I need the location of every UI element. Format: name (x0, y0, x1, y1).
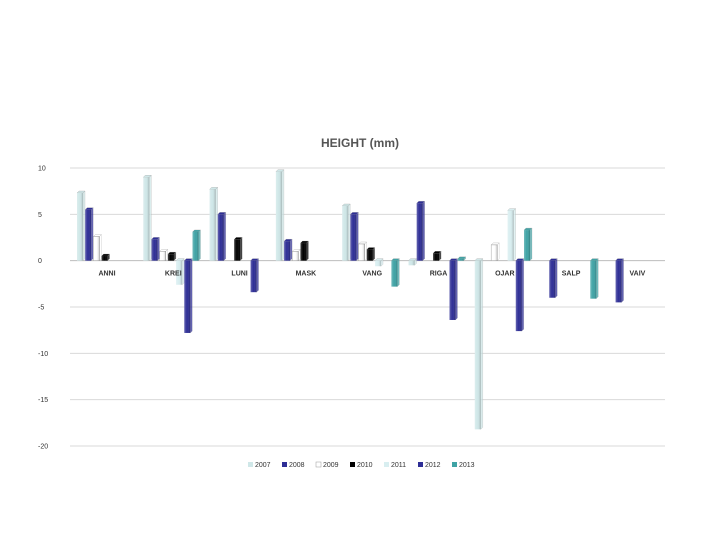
legend-label: 2008 (289, 462, 305, 469)
bar (474, 258, 484, 430)
category-label: OJAR (495, 271, 514, 278)
legend-label: 2012 (425, 462, 441, 469)
legend-entry: 2009 (315, 461, 339, 469)
bar (416, 200, 426, 262)
legend-swatch (248, 462, 253, 467)
y-axis-ticks: 10 5 0 -5 -10 -15 -20 (38, 166, 48, 451)
bar (300, 240, 309, 262)
bar (548, 258, 558, 299)
bar (101, 253, 110, 262)
category-label: VAIV (629, 271, 645, 278)
bar (374, 258, 384, 267)
y-tick-label: -20 (38, 444, 48, 451)
bar (192, 229, 201, 262)
bar (233, 236, 243, 262)
bar (523, 227, 533, 262)
legend-entry: 2010 (350, 462, 373, 469)
category-label: LUNI (231, 271, 247, 278)
legend-entry: 2012 (418, 462, 441, 469)
gridlines (70, 167, 665, 447)
legend-label: 2013 (459, 462, 475, 469)
bar (291, 249, 301, 262)
bar (159, 249, 169, 262)
y-tick-label: 0 (38, 258, 42, 265)
legend-label: 2011 (391, 462, 406, 469)
bar (449, 258, 458, 321)
bars (76, 169, 624, 430)
y-tick-label: 10 (38, 166, 46, 173)
legend-swatch (384, 462, 389, 467)
legend-swatch (452, 462, 457, 467)
bar (283, 238, 293, 262)
bar (167, 251, 177, 262)
legend-label: 2009 (323, 462, 339, 469)
bar (151, 236, 160, 262)
category-label: VANG (362, 271, 382, 278)
bar (507, 208, 516, 262)
legend: 2007 2008 2009 2010 2011 2012 2013 (248, 461, 475, 469)
y-tick-label: -5 (38, 305, 44, 312)
legend-swatch (350, 462, 355, 467)
bar (350, 211, 359, 262)
category-label: RIGA (430, 271, 448, 278)
bar (408, 258, 417, 266)
bar (391, 258, 400, 287)
bar (457, 256, 467, 262)
bar (589, 258, 599, 300)
legend-entry: 2013 (452, 462, 475, 469)
bar (275, 169, 285, 262)
bar (217, 211, 227, 262)
bar (432, 250, 442, 262)
category-label: ANNI (98, 271, 115, 278)
bar (366, 247, 376, 262)
y-tick-label: -10 (38, 351, 48, 358)
legend-entry: 2007 (248, 462, 271, 469)
bar (490, 242, 500, 262)
bar (358, 241, 367, 262)
legend-swatch (282, 462, 287, 467)
legend-swatch (315, 461, 322, 468)
y-tick-label: -15 (38, 397, 48, 404)
legend-entry: 2008 (282, 462, 305, 469)
bar (84, 207, 94, 262)
bar (209, 186, 218, 262)
bar (76, 190, 86, 262)
category-label: SALP (562, 271, 581, 278)
category-label: MASK (296, 271, 317, 278)
bar (175, 258, 185, 286)
bar (250, 258, 259, 293)
bar (142, 174, 152, 262)
legend-entry: 2011 (384, 462, 406, 469)
bar (93, 234, 102, 262)
legend-swatch (418, 462, 423, 467)
bar (183, 258, 193, 334)
y-tick-label: 5 (38, 212, 42, 219)
bar (615, 258, 624, 303)
bar (341, 203, 351, 262)
category-label: KREI (165, 271, 182, 278)
category-labels: ANNI KREI LUNI MASK VANG RIGA OJAR SALP VAIV (98, 271, 645, 278)
legend-label: 2007 (255, 462, 271, 469)
legend-label: 2010 (357, 462, 373, 469)
bar (515, 258, 525, 332)
chart-title: HEIGHT (mm) (321, 136, 399, 150)
